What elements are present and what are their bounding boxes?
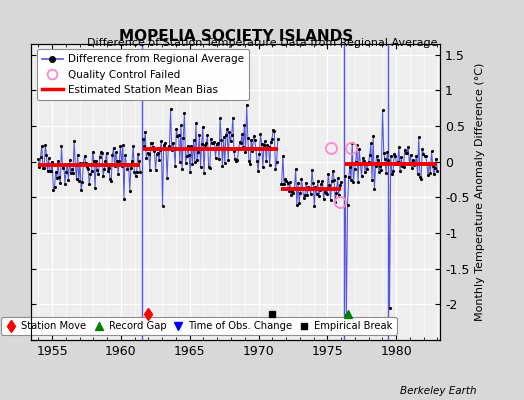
Title: MOPELIA SOCIETY ISLANDS: MOPELIA SOCIETY ISLANDS xyxy=(118,29,353,44)
Legend: Station Move, Record Gap, Time of Obs. Change, Empirical Break: Station Move, Record Gap, Time of Obs. C… xyxy=(2,317,397,335)
Text: Berkeley Earth: Berkeley Earth xyxy=(400,386,477,396)
Text: Difference of Station Temperature Data from Regional Average: Difference of Station Temperature Data f… xyxy=(87,38,437,48)
Y-axis label: Monthly Temperature Anomaly Difference (°C): Monthly Temperature Anomaly Difference (… xyxy=(475,63,485,321)
